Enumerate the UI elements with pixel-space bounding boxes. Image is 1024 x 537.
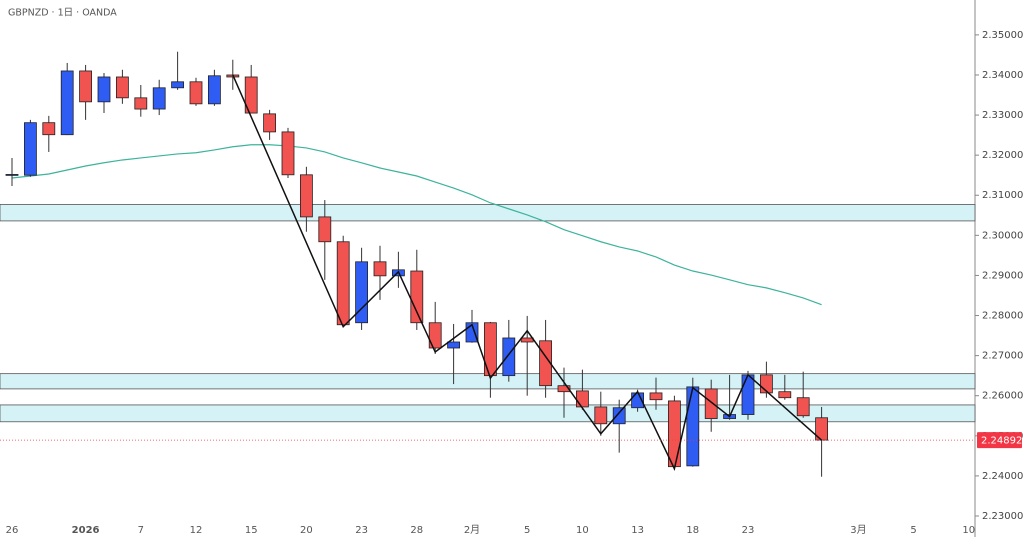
- zone: [0, 404, 976, 423]
- x-tick-label: 13: [631, 525, 644, 536]
- x-tick-label: 7: [138, 525, 144, 536]
- candle-body: [60, 70, 74, 136]
- y-tick-label: 2.24000: [982, 471, 1023, 482]
- candle-body: [97, 76, 111, 103]
- x-tick-label: 20: [300, 525, 313, 536]
- x-tick-label: 12: [190, 525, 203, 536]
- candle-body: [318, 216, 332, 243]
- candle-body: [336, 241, 350, 326]
- y-tick-label: 2.27000: [982, 351, 1023, 362]
- candle-body: [502, 337, 516, 377]
- candle-body: [410, 270, 424, 324]
- candle-body: [483, 322, 497, 377]
- last-price-label: 2.24892: [981, 436, 1022, 447]
- candle-body: [281, 131, 295, 176]
- candle-body: [649, 392, 663, 401]
- chart-title: GBPNZD · 1日 · OANDA: [8, 8, 117, 19]
- candle-body: [373, 261, 387, 277]
- x-tick-label: 23: [742, 525, 755, 536]
- x-tick-label: 3月: [850, 524, 866, 536]
- y-tick-label: 2.33000: [982, 110, 1023, 121]
- x-tick-label: 15: [245, 525, 258, 536]
- candle-body: [576, 390, 589, 408]
- candle-body: [134, 97, 148, 110]
- y-tick-label: 2.31000: [982, 190, 1023, 201]
- x-tick-label: 18: [686, 525, 699, 536]
- x-tick-label: 23: [355, 525, 368, 536]
- candle-body: [520, 337, 534, 343]
- moving-average: [11, 144, 822, 306]
- candle-body: [152, 87, 166, 110]
- candle-body: [447, 341, 461, 349]
- candle-body: [557, 385, 571, 393]
- candle-body: [704, 388, 718, 419]
- candle-body: [428, 322, 442, 349]
- candle-body: [796, 397, 810, 417]
- x-tick-label: 28: [410, 525, 423, 536]
- y-tick-label: 2.28000: [982, 311, 1023, 322]
- candle-body: [299, 174, 313, 218]
- candle-body: [594, 406, 608, 425]
- candle-body: [189, 81, 203, 105]
- candle-body: [244, 76, 258, 114]
- candle-body: [612, 407, 626, 425]
- y-tick-label: 2.32000: [982, 150, 1023, 161]
- candle-body: [116, 76, 129, 99]
- candle-body: [23, 122, 37, 176]
- candle-body: [171, 81, 185, 89]
- candle-body: [686, 386, 700, 467]
- candle-body: [668, 400, 681, 468]
- x-tick-label: 2026: [72, 525, 100, 536]
- x-tick-label: 2月: [464, 524, 480, 536]
- candle-body: [42, 122, 56, 136]
- zigzag-line: [232, 74, 823, 471]
- last-price-badge: [977, 432, 1022, 449]
- x-tick-label: 10: [962, 525, 975, 536]
- candle-body: [79, 70, 92, 103]
- candle-body: [741, 374, 755, 415]
- x-tick-label: 10: [576, 525, 589, 536]
- zone: [0, 204, 976, 222]
- candle-body: [5, 174, 19, 176]
- y-tick-label: 2.26000: [982, 391, 1023, 402]
- candle-body: [355, 261, 369, 324]
- x-tick-label: 5: [910, 525, 916, 536]
- y-tick-label: 2.29000: [982, 270, 1023, 281]
- candle-body: [263, 113, 277, 133]
- x-tick-label: 5: [524, 525, 530, 536]
- candle-body: [778, 391, 792, 399]
- y-tick-label: 2.35000: [982, 30, 1023, 41]
- y-tick-label: 2.23000: [982, 511, 1023, 522]
- x-tick-label: 26: [6, 525, 19, 536]
- y-tick-label: 2.30000: [982, 230, 1023, 241]
- candle-body: [207, 75, 221, 105]
- y-tick-label: 2.34000: [982, 70, 1023, 81]
